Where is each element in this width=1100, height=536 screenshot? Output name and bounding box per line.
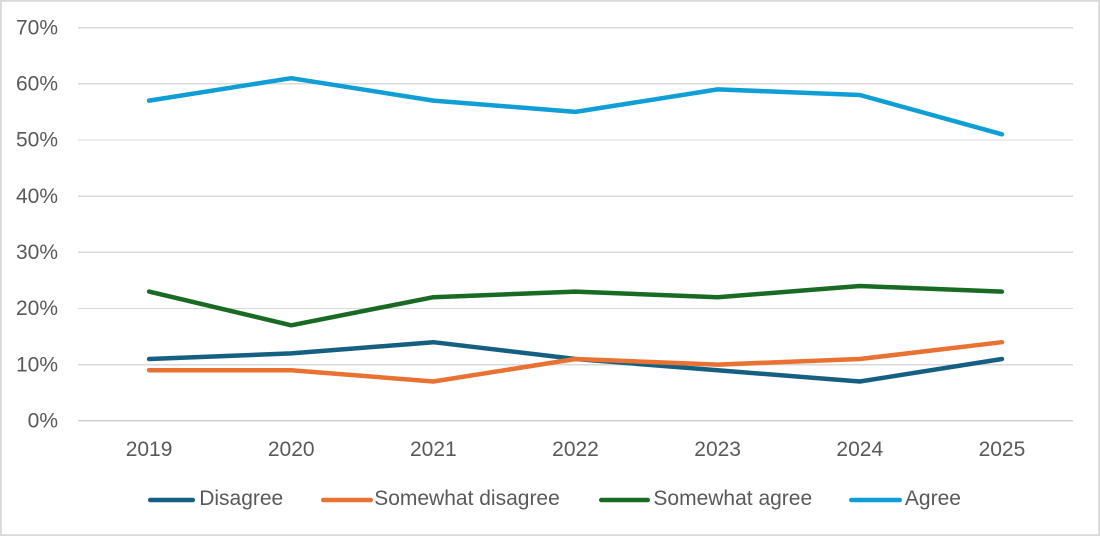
svg-text:2021: 2021 [410, 438, 457, 461]
svg-text:30%: 30% [16, 241, 58, 264]
svg-text:Agree: Agree [905, 487, 961, 510]
svg-text:2019: 2019 [126, 438, 173, 461]
svg-text:50%: 50% [16, 129, 58, 152]
svg-text:2024: 2024 [836, 438, 883, 461]
svg-text:2023: 2023 [694, 438, 741, 461]
svg-text:Disagree: Disagree [199, 487, 283, 510]
svg-text:40%: 40% [16, 185, 58, 208]
svg-text:20%: 20% [16, 297, 58, 320]
svg-text:70%: 70% [16, 16, 58, 39]
svg-text:2020: 2020 [268, 438, 315, 461]
svg-text:2022: 2022 [552, 438, 599, 461]
svg-text:Somewhat disagree: Somewhat disagree [374, 487, 560, 510]
svg-text:0%: 0% [28, 410, 58, 433]
svg-text:10%: 10% [16, 353, 58, 376]
svg-text:60%: 60% [16, 73, 58, 96]
svg-text:Somewhat agree: Somewhat agree [653, 487, 812, 510]
svg-text:2025: 2025 [979, 438, 1026, 461]
